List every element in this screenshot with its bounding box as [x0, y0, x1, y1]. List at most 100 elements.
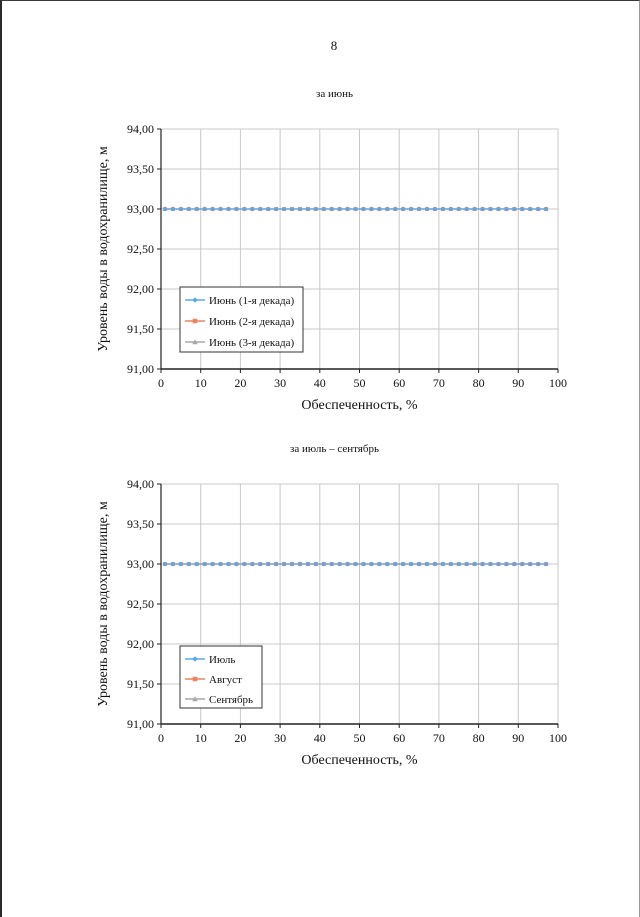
data-point-series-1 [210, 206, 216, 212]
chart-title: за июль – сентябрь [290, 443, 379, 455]
data-point-series-1 [210, 561, 216, 567]
data-point-series-1 [400, 561, 406, 567]
x-tick-label: 40 [314, 376, 326, 390]
data-point-series-1 [313, 561, 319, 567]
data-point-series-1 [353, 206, 358, 212]
data-point-series-1 [480, 206, 485, 212]
y-tick-label: 93,50 [127, 162, 154, 176]
y-tick-label: 94,00 [127, 122, 154, 136]
x-tick-label: 50 [354, 376, 366, 390]
data-point-series-1 [321, 206, 327, 212]
data-point-series-1 [369, 206, 374, 212]
data-point-series-1 [313, 206, 319, 212]
legend-label: Июнь (1-я декада) [209, 295, 294, 307]
x-tick-label: 60 [393, 376, 405, 390]
data-point-series-1 [464, 561, 470, 567]
data-point-series-1 [257, 206, 263, 212]
data-point-series-1 [424, 561, 430, 567]
data-point-series-1 [329, 206, 335, 212]
x-tick-label: 10 [195, 731, 207, 745]
x-axis-label: Обеспеченность, % [301, 753, 417, 768]
data-point-series-1 [202, 206, 208, 212]
chart-title: за июнь [316, 88, 353, 100]
x-tick-label: 100 [549, 376, 567, 390]
data-point-series-1 [329, 561, 335, 567]
data-point-series-1 [186, 561, 192, 567]
legend-label: Июнь (3-я декада) [209, 337, 294, 349]
legend-label: Июнь (2-я декада) [209, 316, 294, 328]
data-point-series-1 [305, 561, 311, 567]
data-point-series-1 [376, 206, 382, 212]
data-point-series-1 [511, 206, 517, 212]
data-point-series-1 [289, 561, 295, 567]
data-point-series-1 [361, 561, 366, 567]
data-point-series-1 [519, 206, 525, 212]
data-point-series-1 [496, 561, 501, 567]
data-point-series-1 [162, 561, 168, 567]
data-point-series-1 [289, 206, 295, 212]
x-axis-label: Обеспеченность, % [301, 398, 417, 413]
data-point-series-1 [226, 561, 231, 567]
y-axis-label: Уровень воды в водохранилище, м [96, 501, 111, 707]
x-tick-label: 0 [158, 731, 164, 745]
data-point-series-1 [273, 561, 279, 567]
data-point-series-1 [361, 206, 366, 212]
data-point-series-1 [535, 206, 541, 212]
data-point-series-1 [249, 206, 255, 212]
x-tick-label: 40 [314, 731, 326, 745]
y-tick-label: 91,50 [127, 677, 154, 691]
data-point-series-1 [519, 561, 525, 567]
data-point-series-1 [527, 206, 533, 212]
y-tick-label: 93,00 [127, 557, 154, 571]
data-point-series-1 [511, 561, 517, 567]
data-point-series-1 [337, 206, 343, 212]
data-point-series-1 [384, 561, 390, 567]
data-point-series-1 [305, 206, 311, 212]
data-point-series-1 [170, 206, 176, 212]
data-point-series-1 [416, 206, 422, 212]
x-tick-label: 10 [195, 376, 207, 390]
data-point-series-1 [440, 206, 446, 212]
data-point-series-1 [178, 561, 184, 567]
data-point-series-1 [392, 206, 398, 212]
x-tick-label: 50 [354, 731, 366, 745]
x-tick-label: 20 [234, 376, 246, 390]
data-point-series-1 [218, 561, 223, 567]
data-point-series-1 [170, 561, 176, 567]
legend-label: Сентябрь [209, 694, 253, 706]
data-point-series-1 [241, 206, 247, 212]
data-point-series-1 [472, 561, 478, 567]
y-tick-label: 92,00 [127, 637, 154, 651]
data-point-series-1 [488, 206, 493, 212]
page-number: 8 [330, 38, 338, 53]
data-point-series-1 [194, 206, 200, 212]
y-tick-label: 91,50 [127, 322, 154, 336]
chart-june: за июнь 0 10 20 30 40 50 60 70 80 90 100 91,00 91,50 9… [96, 88, 567, 413]
data-point-series-1 [241, 561, 247, 567]
data-point-series-1 [234, 206, 239, 212]
y-tick-label: 92,50 [127, 597, 154, 611]
data-point-series-1 [226, 206, 231, 212]
y-tick-label: 91,00 [127, 362, 154, 376]
data-point-series-1 [281, 206, 287, 212]
data-point-series-1 [543, 206, 549, 212]
data-point-series-1 [472, 206, 478, 212]
x-tick-label: 20 [234, 731, 246, 745]
x-tick-label: 30 [274, 731, 286, 745]
y-tick-label: 91,00 [127, 717, 154, 731]
data-point-series-1 [432, 206, 438, 212]
data-point-series-1 [218, 206, 223, 212]
data-point-series-1 [369, 561, 374, 567]
data-point-series-1 [488, 561, 493, 567]
data-point-series-1 [297, 561, 303, 567]
data-point-series-1 [202, 561, 208, 567]
x-tick-label: 100 [549, 731, 567, 745]
x-tick-label: 80 [473, 731, 485, 745]
legend-label: Август [209, 674, 242, 686]
data-point-series-1 [456, 206, 462, 212]
data-point-series-1 [400, 206, 406, 212]
data-point-series-1 [424, 206, 430, 212]
data-point-series-1 [496, 206, 501, 212]
x-tick-label: 30 [274, 376, 286, 390]
legend-marker [192, 339, 198, 345]
